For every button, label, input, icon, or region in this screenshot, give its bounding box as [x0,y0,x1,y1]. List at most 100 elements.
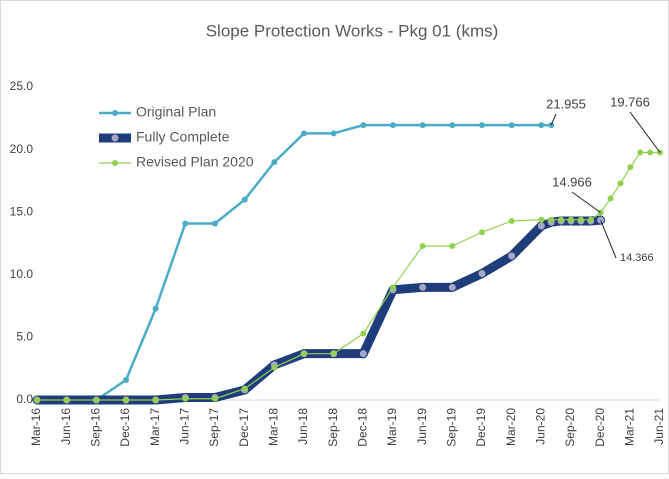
leader-line [629,111,661,153]
line-segment [477,251,517,279]
legend-marker [111,134,119,142]
x-tick-label: Mar-16 [29,408,43,446]
line-point [212,395,218,402]
line-point [508,252,516,260]
line-point [360,330,367,337]
line-point [182,395,189,402]
line-point [330,130,337,137]
line-point [508,217,515,224]
line-point [152,397,159,403]
line-segment [273,353,305,369]
line-point [449,243,456,250]
x-tick-label: Jun-19 [415,408,429,445]
line-segment [332,123,365,135]
line-segment [451,231,483,247]
x-tick-label: Jun-21 [652,408,666,445]
line-segment [155,398,186,401]
x-tick-label: Sep-16 [89,408,103,447]
line-point [123,376,129,383]
line-point [123,397,129,403]
data-label: 14.966 [552,174,592,189]
line-point [637,149,644,156]
line-point [419,283,427,291]
x-tick-label: Mar-18 [267,408,281,446]
line-segment [243,160,276,201]
line-point [627,164,634,171]
line-segment [507,221,546,261]
line-point [479,229,485,236]
data-label: 14.366 [620,252,654,264]
line-point [419,122,426,129]
x-tick-label: Sep-17 [207,408,221,447]
x-tick-label: Dec-16 [118,408,132,447]
line-point [577,216,584,223]
line-point [359,350,367,358]
legend-marker [112,110,118,116]
x-tick-label: Dec-17 [237,408,251,447]
x-tick-label: Mar-17 [148,408,162,446]
x-tick-label: Mar-21 [623,408,637,446]
line-point [271,364,278,371]
line-segment [154,222,187,310]
y-tick-label: 20.0 [10,142,34,156]
line-segment [358,285,398,359]
line-segment [333,333,364,355]
y-tick-label: 5.0 [16,330,33,344]
line-segment [392,245,424,288]
legend-label: Original Plan [136,104,216,120]
line-point [587,216,594,223]
line-point [538,216,545,223]
leader-line [600,219,617,259]
data-label: 21.955 [546,96,586,111]
line-segment [214,388,246,400]
line-point [419,243,426,250]
line-point [558,216,565,223]
line-point [93,397,100,403]
line-segment [481,220,513,233]
line-segment [362,286,394,335]
x-tick-label: Mar-20 [504,408,518,446]
line-point [271,159,278,166]
line-point [508,122,515,129]
y-tick-label: 25.0 [10,79,34,93]
leader-line [571,191,601,214]
line-point [301,350,307,357]
x-tick-label: Sep-20 [563,408,577,447]
x-tick-label: Jun-18 [296,408,310,445]
x-tick-label: Jun-20 [534,408,548,445]
line-point [34,397,40,403]
line-point [390,284,396,291]
line-segment [213,198,246,225]
line-point [212,220,218,227]
line-point [607,195,614,202]
line-point [301,130,307,137]
line-point [390,122,396,129]
line-segment [124,307,157,382]
line-point [449,122,456,129]
y-tick-label: 0.0 [16,392,33,406]
line-point [182,220,189,227]
line-segment [244,366,275,390]
x-tick-label: Dec-18 [356,408,370,447]
line-point [330,350,337,357]
line-point [360,122,367,129]
x-tick-label: Sep-19 [445,408,459,447]
line-point [241,196,248,203]
x-tick-label: Jun-17 [178,408,192,445]
line-point [538,122,545,129]
y-tick-label: 15.0 [10,204,34,218]
line-segment [511,219,542,222]
line-point [241,385,248,392]
line-segment [619,166,631,185]
leader-line [550,113,557,126]
legend-marker [112,160,118,166]
line-point [568,216,574,223]
line-point [63,397,70,403]
line-point [478,270,486,278]
line-point [647,149,654,156]
chart-title: Slope Protection Works - Pkg 01 (kms) [206,21,499,40]
line-segment [447,269,487,292]
x-tick-label: Jun-16 [59,408,73,445]
line-segment [388,282,428,295]
